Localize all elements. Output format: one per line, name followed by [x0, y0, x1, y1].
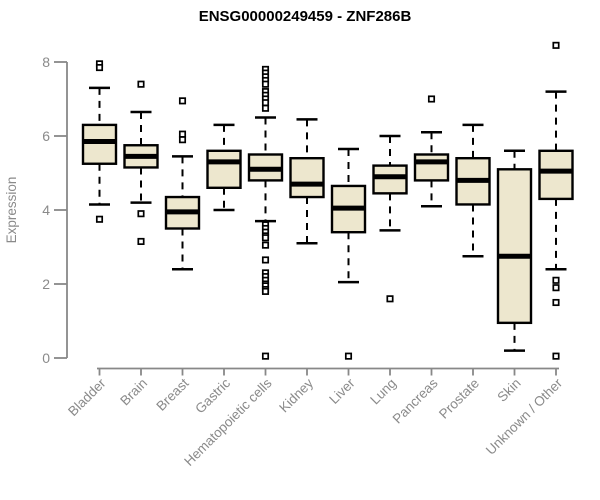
- iqr-box: [289, 156, 325, 199]
- x-tick-label-skin: Skin: [494, 376, 523, 405]
- y-axis-title: Expression: [4, 177, 19, 244]
- boxplot-gastric: [206, 123, 242, 212]
- outlier-point: [178, 97, 187, 105]
- outlier-point: [261, 80, 270, 88]
- outlier-point: [137, 210, 145, 218]
- outlier-point: [344, 352, 353, 360]
- boxplot-prostate: [455, 123, 491, 258]
- outlier-point: [552, 41, 560, 49]
- outlier-point: [552, 352, 560, 360]
- outlier-point: [552, 276, 560, 284]
- boxplot-bladder: [81, 60, 118, 223]
- outlier-point: [178, 130, 187, 138]
- outlier-point: [261, 287, 270, 295]
- iqr-box: [538, 149, 574, 201]
- x-tick-label-kidney: Kidney: [276, 375, 316, 415]
- iqr-box: [413, 153, 450, 182]
- outlier-point: [95, 215, 104, 223]
- outlier-point: [95, 63, 104, 72]
- boxplot-breast: [164, 97, 201, 271]
- iqr-box: [81, 123, 118, 165]
- y-tick-label-6: 6: [42, 128, 50, 144]
- outlier-point: [137, 80, 145, 88]
- x-tick-label-liver: Liver: [326, 375, 358, 407]
- outlier-point: [137, 237, 145, 246]
- iqr-box: [496, 168, 533, 325]
- boxes-layer: [81, 41, 574, 360]
- y-tick-label-4: 4: [42, 202, 50, 218]
- boxplot-pancreas: [413, 95, 450, 208]
- boxplot-liver: [330, 147, 367, 360]
- outlier-point: [178, 136, 187, 144]
- outlier-point: [552, 284, 560, 292]
- boxplot-skin: [496, 149, 533, 352]
- outlier-point: [261, 352, 270, 360]
- outlier-point: [386, 295, 394, 303]
- x-tick-label-prostate: Prostate: [436, 376, 482, 422]
- outlier-point: [427, 95, 436, 103]
- x-tick-label-unknown-other: Unknown / Other: [483, 375, 566, 458]
- outlier-point: [261, 256, 270, 264]
- chart-title: ENSG00000249459 - ZNF286B: [199, 8, 412, 25]
- x-tick-label-brain: Brain: [117, 376, 150, 409]
- outlier-point: [261, 234, 270, 242]
- outlier-point: [261, 104, 270, 112]
- boxplot-kidney: [289, 118, 325, 245]
- x-tick-label-lung: Lung: [367, 376, 399, 408]
- x-tick-label-breast: Breast: [153, 375, 191, 413]
- boxplot-hematopoietic-cells: [247, 65, 284, 360]
- outlier-point: [261, 241, 270, 249]
- x-tick-label-gastric: Gastric: [192, 375, 233, 416]
- iqr-box: [372, 164, 408, 195]
- outlier-point: [261, 99, 270, 107]
- x-tick-label-pancreas: Pancreas: [390, 375, 441, 426]
- boxplot-brain: [123, 80, 159, 246]
- x-tick-label-bladder: Bladder: [65, 375, 109, 419]
- y-tick-label-0: 0: [42, 350, 50, 366]
- y-tick-label-2: 2: [42, 276, 50, 292]
- outlier-point: [552, 298, 560, 307]
- boxplot-unknown-other: [538, 41, 574, 360]
- y-tick-label-8: 8: [42, 54, 50, 70]
- boxplot-lung: [372, 134, 408, 303]
- iqr-box: [206, 149, 242, 190]
